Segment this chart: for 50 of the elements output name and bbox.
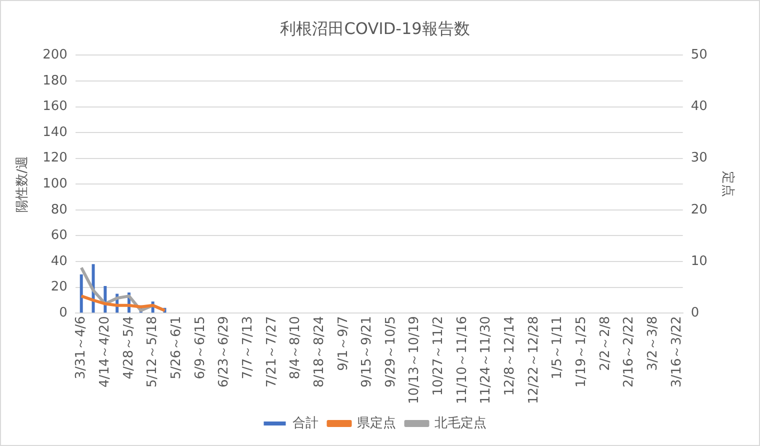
x-tick-label: 6/9～6/15 [192,316,208,380]
x-tick-label: 4/28～5/4 [121,316,136,380]
chart-title: 利根沼田COVID-19報告数 [280,18,470,38]
legend-label: 合計 [292,416,318,431]
x-tick-label: 1/5～1/11 [550,316,566,380]
y-tick-label: 40 [50,254,68,269]
y2-tick-label: 50 [690,48,708,63]
y2-axis-title: 定点 [720,171,735,198]
x-tick-label: 12/8～12/14 [502,316,518,396]
y2-tick-label: 40 [690,99,708,114]
x-tick-label: 12/22～12/28 [526,316,542,404]
x-tick-label: 9/1～9/7 [336,316,351,371]
y-axis-title: 陽性数/週 [15,156,30,212]
x-tick-label: 3/2～3/8 [645,316,660,371]
x-tick-label: 4/14～4/20 [98,316,113,388]
x-tick-label: 9/29～10/5 [383,316,398,388]
legend-label: 県定点 [356,416,396,431]
x-tick-label: 6/23～6/29 [216,316,232,388]
y-tick-label: 20 [50,280,68,295]
y-tick-label: 180 [42,73,68,88]
y-tick-label: 0 [59,305,68,320]
x-tick-label: 7/21～7/27 [264,316,280,388]
y-tick-label: 200 [42,48,68,63]
x-tick-label: 5/26～6/1 [169,316,184,380]
x-tick-label: 3/16～3/22 [669,316,684,388]
x-tick-label: 9/15～9/21 [360,316,375,388]
bar [80,274,83,313]
y-tick-label: 140 [42,124,68,140]
x-tick-label: 5/12～5/18 [145,316,160,388]
x-tick-label: 8/18～8/24 [312,316,327,388]
x-tick-label: 7/7～7/13 [240,316,256,380]
y-tick-label: 60 [50,228,68,244]
legend-label: 北毛定点 [434,416,486,431]
x-tick-label: 1/19～1/25 [574,316,589,388]
x-tick-label: 2/2～2/8 [598,316,613,371]
y-tick-label: 120 [42,150,68,166]
x-tick-label: 11/10～11/16 [454,316,470,404]
x-tick-label: 10/27～11/2 [431,316,446,396]
x-tick-label: 10/13～10/19 [407,316,422,404]
x-tick-label: 2/16～2/22 [622,316,637,388]
y-tick-label: 100 [42,176,68,192]
x-tick-label: 8/4～8/10 [288,316,304,380]
y2-tick-label: 0 [690,305,700,320]
y-tick-label: 160 [42,99,68,114]
y2-tick-label: 30 [690,150,708,166]
y2-tick-label: 20 [690,202,708,218]
x-tick-label: 11/24～11/30 [478,316,494,404]
y2-tick-label: 10 [690,254,708,269]
x-tick-label: 3/31～4/6 [74,316,89,380]
y-tick-label: 80 [50,202,68,218]
